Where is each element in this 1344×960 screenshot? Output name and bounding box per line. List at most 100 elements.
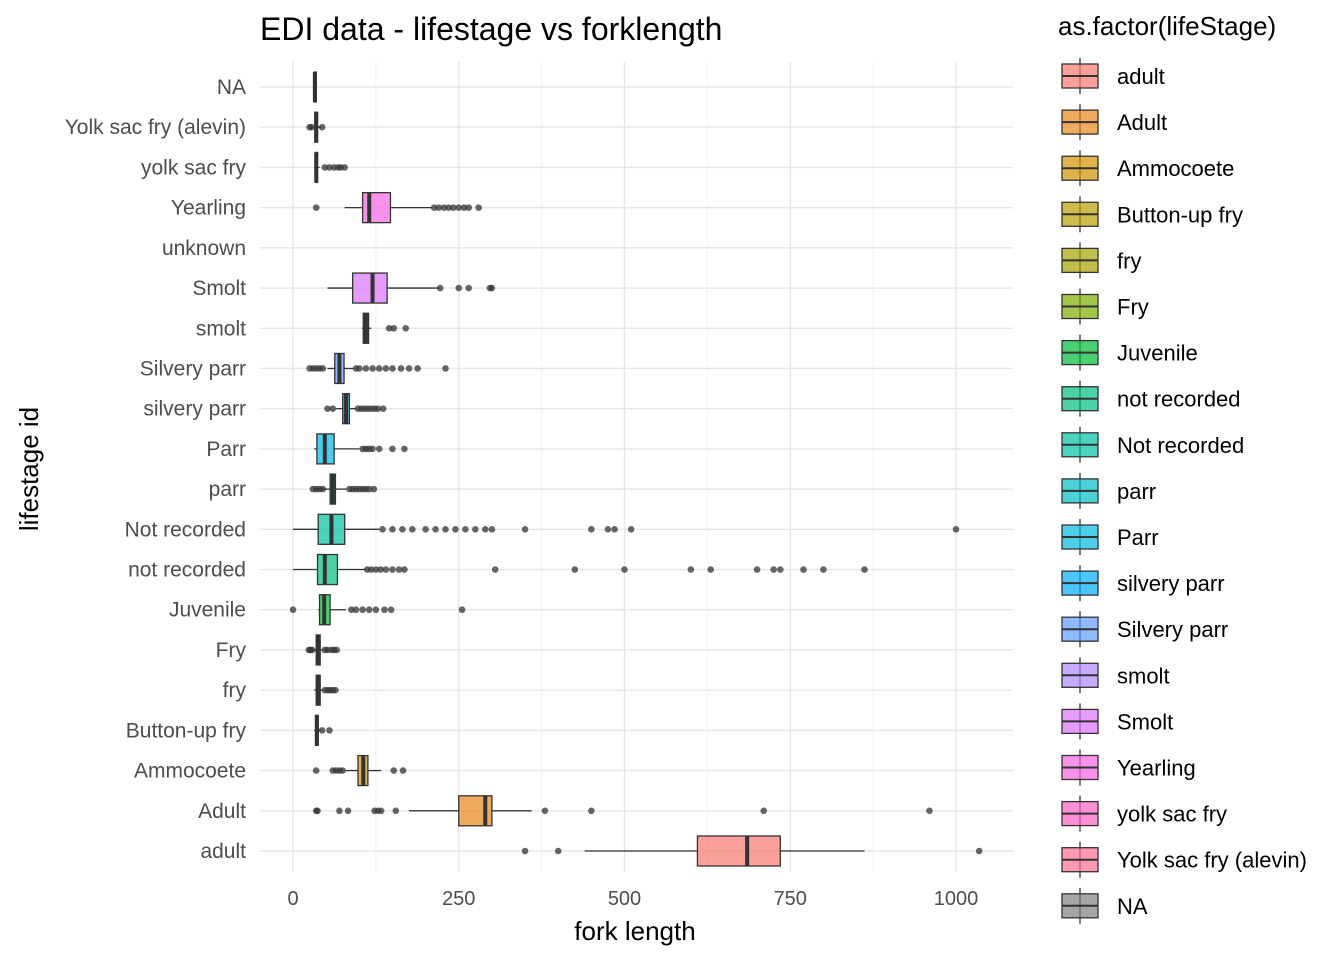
y-tick-label: Silvery parr [140, 357, 246, 380]
legend-item-parr: parr [1061, 472, 1156, 509]
outlier-point [442, 526, 449, 533]
outlier-point [352, 606, 360, 614]
outlier-point [369, 445, 376, 453]
legend-item-smolt: Smolt [1061, 703, 1173, 740]
outlier-point [521, 847, 529, 855]
outlier-point [359, 606, 366, 614]
box-parr [314, 433, 408, 465]
legend-item-button-up-fry: Button-up fry [1061, 196, 1243, 233]
x-tick-label: 750 [774, 888, 807, 910]
box-adult [521, 835, 983, 867]
legend-item-fry: fry [1061, 242, 1141, 279]
outlier-point [372, 606, 380, 614]
y-tick-label: Smolt [192, 277, 246, 300]
outlier-point [402, 324, 410, 332]
outlier-point [455, 204, 463, 211]
box-smolt [361, 312, 410, 344]
legend-item-yolk-sac-fry: yolk sac fry [1061, 795, 1227, 832]
outlier-point [367, 566, 375, 573]
box-iqr [316, 553, 339, 586]
outlier-point [800, 566, 807, 573]
plot-panel [260, 62, 1013, 872]
y-tick-label: yolk sac fry [141, 156, 247, 179]
outlier-point [450, 204, 457, 211]
outlier-point [422, 526, 429, 533]
outlier-point [341, 164, 349, 171]
legend-label: Smolt [1117, 709, 1173, 734]
x-tick-labels: 0 250 500 750 1000 [287, 888, 978, 910]
outlier-point [481, 526, 489, 533]
outlier-point [687, 566, 695, 573]
outlier-point [356, 365, 363, 372]
outlier-point [465, 284, 472, 292]
y-tick-labels: adult Adult Ammocoete Button-up fry fry Fry Ju… [65, 76, 247, 863]
x-tick-label: 0 [287, 888, 298, 910]
outlier-point [372, 566, 380, 573]
legend-label: Silvery parr [1117, 617, 1228, 642]
box-ammocoete [312, 754, 407, 787]
outlier-point [409, 526, 416, 533]
legend-label: fry [1117, 248, 1141, 273]
outlier-point [336, 807, 343, 815]
box-not-recorded [293, 513, 960, 545]
outlier-point [975, 847, 983, 855]
legend-label: smolt [1117, 663, 1170, 688]
outlier-point [392, 807, 400, 815]
outlier-point [369, 365, 376, 372]
legend-item-na: NA [1061, 887, 1148, 924]
legend-label: Button-up fry [1117, 202, 1243, 227]
outlier-point [820, 566, 827, 573]
outlier-point [414, 365, 421, 372]
legend-label: Fry [1117, 295, 1149, 320]
outlier-point [377, 566, 384, 573]
outlier-point [452, 526, 459, 533]
outlier-point [318, 727, 326, 734]
y-tick-label: smolt [196, 317, 246, 340]
legend-label: NA [1117, 894, 1148, 919]
outlier-point [390, 324, 398, 332]
outlier-point [442, 365, 449, 372]
legend-item-silvery-parr: Silvery parr [1061, 611, 1228, 648]
legend-item-adult: Adult [1061, 104, 1167, 141]
outlier-point [588, 807, 595, 815]
outlier-point [399, 767, 407, 774]
outlier-point [488, 526, 496, 533]
outlier-point [405, 365, 413, 372]
legend-item-adult: adult [1061, 58, 1165, 94]
outlier-point [554, 847, 562, 855]
outlier-point [385, 324, 393, 332]
x-tick-label: 1000 [934, 888, 979, 910]
outlier-point [435, 204, 443, 211]
outlier-point [381, 606, 388, 614]
legend-label: yolk sac fry [1117, 802, 1227, 827]
legend-label: Adult [1117, 110, 1167, 135]
box-adult [312, 795, 933, 827]
outlier-point [314, 807, 321, 815]
outlier-point [382, 566, 390, 573]
box-fry [305, 634, 341, 666]
legend-label: Parr [1117, 525, 1159, 550]
legend-label: parr [1117, 479, 1156, 504]
y-tick-label: Yolk sac fry (alevin) [65, 116, 246, 139]
outlier-point [401, 445, 408, 453]
outlier-point [475, 204, 482, 211]
legend-label: Yearling [1117, 756, 1196, 781]
outlier-point [627, 526, 635, 533]
box-silvery-parr [306, 352, 449, 385]
outlier-point [318, 123, 326, 131]
outlier-point [430, 204, 438, 211]
outlier-point [707, 566, 714, 573]
box-button-up-fry [314, 714, 333, 747]
y-tick-label: Parr [206, 438, 246, 461]
legend-item-juvenile: Juvenile [1061, 334, 1198, 371]
y-tick-label: adult [200, 840, 246, 863]
outlier-point [460, 204, 468, 211]
outlier-point [440, 204, 448, 211]
legend-label: Not recorded [1117, 433, 1244, 458]
outlier-point [458, 606, 466, 614]
outlier-point [348, 606, 355, 614]
outlier-point [365, 485, 373, 493]
outlier-point [432, 526, 439, 533]
outlier-point [326, 164, 333, 171]
outlier-point [401, 566, 408, 573]
